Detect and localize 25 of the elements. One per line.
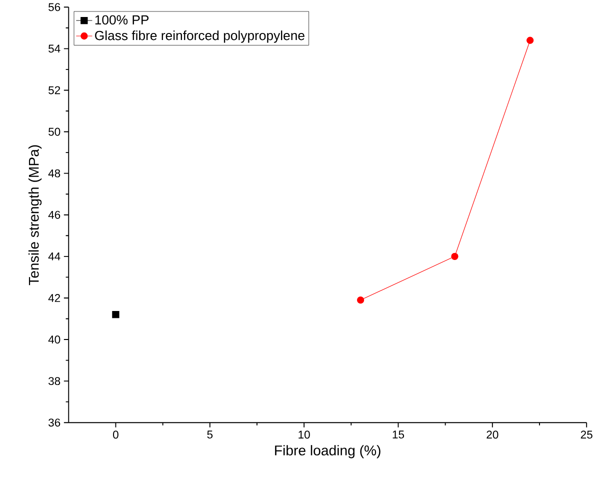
x-tick-label: 10 (298, 430, 310, 439)
y-tick-label: 38 (48, 377, 60, 386)
x-tick-label: 5 (207, 430, 213, 439)
y-tick-label: 48 (48, 169, 60, 178)
x-axis-title: Fibre loading (%) (275, 445, 380, 458)
x-tick-label: 15 (392, 430, 404, 439)
legend-label: 100% PP (95, 15, 149, 25)
x-tick-label: 25 (580, 430, 592, 439)
x-tick-label: 20 (486, 430, 498, 439)
y-tick-label: 50 (48, 128, 60, 136)
x-tick-label: 0 (113, 430, 118, 439)
y-tick-label: 42 (48, 294, 60, 302)
point (451, 252, 458, 260)
y-tick-label: 56 (48, 3, 60, 12)
y-tick-label: 52 (48, 86, 60, 94)
point (356, 296, 364, 304)
y-axis-title: Tensile strength (MPa) (28, 145, 42, 286)
point (112, 311, 120, 318)
point (526, 36, 534, 44)
y-tick-label: 40 (48, 336, 60, 344)
y-tick-label: 54 (48, 44, 60, 53)
y-tick-label: 44 (48, 252, 60, 260)
y-tick-label: 46 (48, 211, 60, 219)
y-tick-label: 36 (48, 418, 60, 427)
legend-label: Glass fibre reinforced polypropylene (95, 30, 304, 43)
